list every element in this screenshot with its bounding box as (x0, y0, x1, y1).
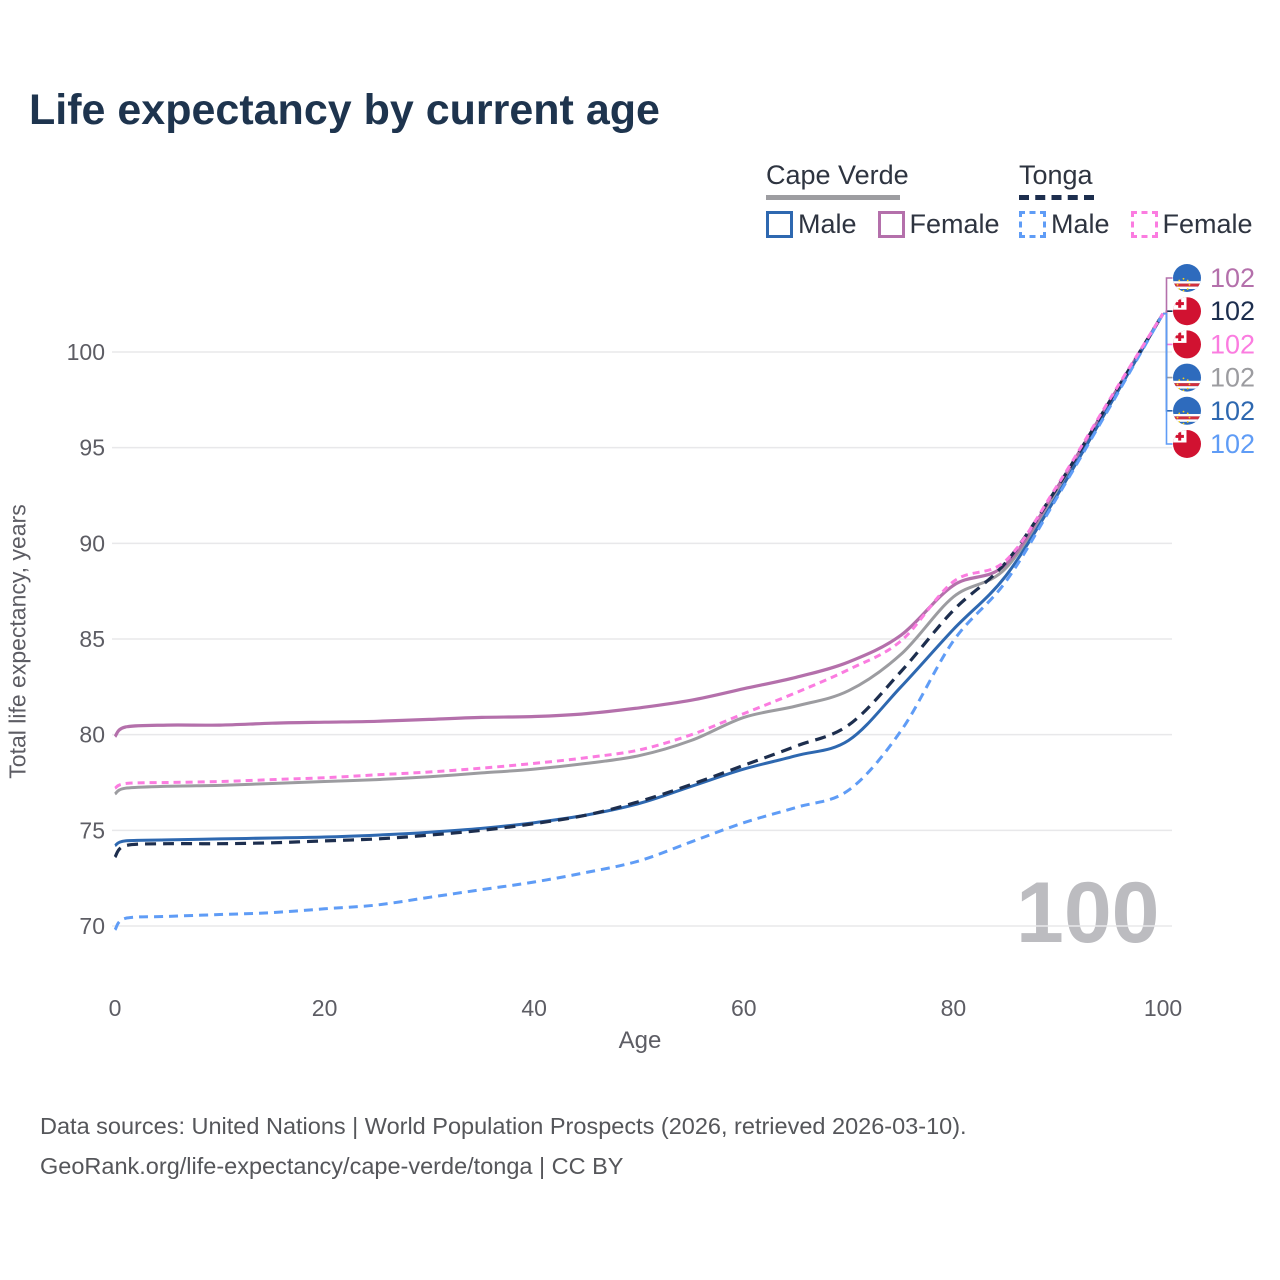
x-axis-title: Age (618, 1027, 662, 1054)
cape-verde-male-swatch-icon (766, 211, 793, 238)
y-axis-tick-label: 75 (79, 817, 105, 843)
x-axis-tick-label: 40 (521, 995, 547, 1021)
x-axis-tick-label: 100 (1144, 995, 1182, 1021)
end-value-label-tonga-male: 102 (1210, 429, 1255, 459)
legend-item-label: Male (1051, 209, 1110, 239)
end-value-label-cape-verde-male: 102 (1210, 396, 1255, 426)
legend-group-title[interactable]: Tonga (1019, 160, 1093, 190)
legend-item-label: Female (1162, 209, 1253, 239)
series-line-cape-verde-male[interactable] (114, 312, 1165, 847)
cape-verde-female-swatch-icon (877, 211, 905, 238)
legend-tonga-line-sample (1019, 195, 1094, 200)
end-value-label-tonga-female: 102 (1210, 329, 1255, 359)
source-line-2: GeoRank.org/life-expectancy/cape-verde/t… (40, 1153, 624, 1179)
legend-item-tonga-female[interactable]: Female (1130, 209, 1253, 240)
end-value-label-cape-verde-female: 102 (1210, 263, 1255, 293)
end-label-connector (1163, 312, 1173, 346)
cape-verde-flag-icon (1173, 396, 1201, 425)
legend-item-label: Male (798, 209, 857, 239)
tonga-flag-icon (1173, 297, 1201, 326)
legend-item-tonga-male[interactable]: Male (1019, 209, 1110, 240)
x-axis-tick-label: 20 (312, 995, 338, 1021)
legend-item-label: Female (909, 209, 1000, 239)
series-line-cape-verde-female[interactable] (113, 312, 1165, 738)
source-attribution: Data sources: United Nations | World Pop… (40, 1106, 967, 1186)
y-axis-tick-label: 80 (79, 722, 105, 748)
tonga-female-swatch-icon (1130, 211, 1158, 238)
legend-group-cape-verde: Cape Verde Male Female (766, 160, 1021, 240)
cape-verde-flag-icon (1173, 264, 1201, 292)
y-axis-tick-label: 95 (79, 435, 105, 461)
y-axis-tick-label: 100 (67, 339, 105, 365)
y-axis-title: Total life expectancy, years (4, 504, 31, 779)
end-label-connector (1163, 312, 1173, 412)
y-axis-tick-label: 85 (79, 626, 105, 652)
y-axis-tick-label: 90 (79, 530, 105, 556)
end-label-connector (1163, 312, 1173, 445)
legend-group-title[interactable]: Cape Verde (766, 160, 909, 190)
y-axis-tick-label: 70 (79, 913, 105, 939)
x-axis-tick-label: 60 (731, 995, 757, 1021)
end-label-connector (1163, 312, 1173, 379)
series-line-tonga-male[interactable] (113, 312, 1165, 931)
tonga-male-swatch-icon (1019, 211, 1046, 238)
cape-verde-flag-icon (1173, 363, 1201, 392)
x-axis-tick-label: 80 (941, 995, 967, 1021)
series-line-tonga[interactable] (113, 312, 1165, 859)
end-label-connector (1163, 277, 1173, 315)
source-line-1: Data sources: United Nations | World Pop… (40, 1113, 967, 1139)
legend-item-cape-verde-female[interactable]: Female (877, 209, 1000, 240)
x-axis-tick-label: 0 (109, 995, 122, 1021)
series-line-tonga-female[interactable] (114, 312, 1165, 790)
series-line-cape-verde[interactable] (114, 312, 1165, 796)
watermark-100: 100 (1016, 865, 1160, 961)
page-title: Life expectancy by current age (29, 86, 660, 134)
legend-item-cape-verde-male[interactable]: Male (766, 209, 857, 240)
end-value-label-tonga: 102 (1210, 296, 1255, 326)
tonga-flag-icon (1173, 330, 1201, 359)
end-value-label-cape-verde: 102 (1210, 363, 1255, 393)
legend-group-tonga: Tonga Male Female (1019, 160, 1274, 240)
legend-cape-verde-line-sample (766, 195, 900, 200)
tonga-flag-icon (1173, 430, 1201, 458)
